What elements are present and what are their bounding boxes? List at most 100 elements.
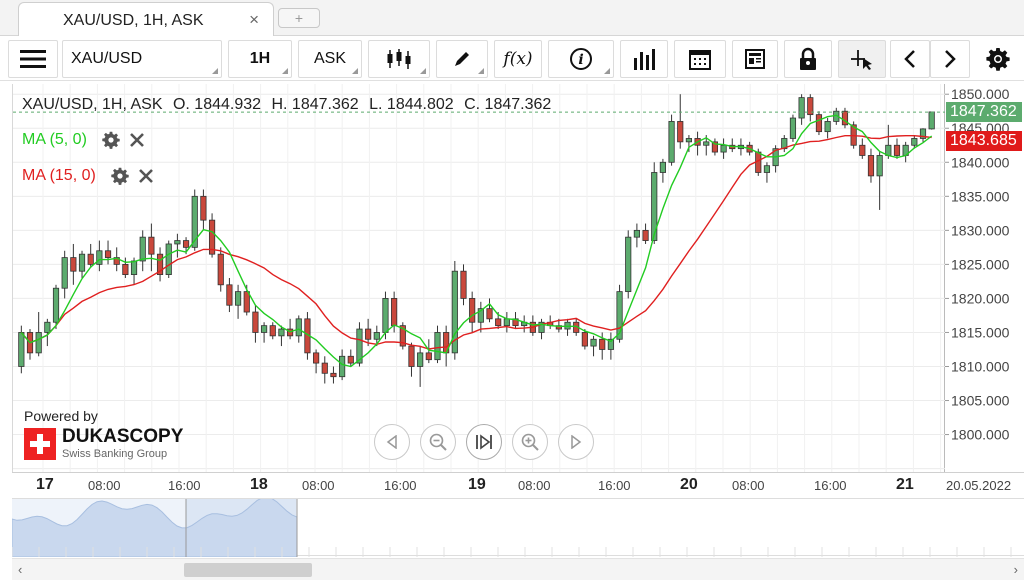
settings-button[interactable] (976, 40, 1020, 78)
candle-body (87, 253, 94, 265)
price-chart[interactable] (12, 84, 946, 472)
candle-body (408, 345, 415, 367)
time-axis[interactable]: 17 08:00 16:00 18 08:00 16:00 19 08:00 1… (12, 472, 1024, 498)
ma-price-tag: 1843.685 (946, 131, 1022, 152)
calendar-icon (689, 50, 711, 70)
news-icon (745, 49, 765, 69)
candlestick-plot[interactable] (13, 84, 946, 472)
indicator-ma5-settings[interactable] (101, 130, 121, 150)
close-icon (138, 169, 153, 183)
logo-subtitle: Swiss Banking Group (62, 448, 168, 460)
zoom-out-icon (429, 433, 447, 451)
zoom-in-button[interactable] (512, 424, 548, 460)
indicator-ma15-settings[interactable] (110, 166, 130, 186)
time-label-hour: 16:00 (598, 478, 631, 493)
crosshair-button[interactable] (838, 40, 886, 78)
period-selector[interactable]: 1H (228, 40, 292, 78)
price-tick-label: 1835.000 (951, 188, 1010, 204)
candle-body (174, 240, 181, 245)
info-title: XAU/USD, 1H, ASK (22, 96, 163, 113)
candle-body (599, 338, 606, 350)
candle-body (261, 325, 268, 333)
candle-body (417, 352, 424, 367)
time-label-hour: 08:00 (518, 478, 551, 493)
candle-body (590, 338, 597, 347)
candle-body (928, 111, 935, 130)
step-forward-button[interactable] (558, 424, 594, 460)
add-tab-button[interactable]: + (278, 8, 320, 28)
info-low: L. 1844.802 (369, 96, 454, 113)
bar-chart-icon (634, 49, 655, 70)
indicators-button[interactable]: f(x) (494, 40, 542, 78)
indicator-ma15-label: MA (15, 0) (22, 167, 96, 184)
candle-body (391, 298, 398, 327)
candle-body (659, 161, 666, 173)
scrollbar-thumb[interactable] (184, 563, 312, 577)
horizontal-scrollbar[interactable]: ‹ › (12, 558, 1024, 580)
candle-body (486, 308, 493, 320)
candle-body (495, 318, 502, 327)
time-label-hour: 08:00 (88, 478, 121, 493)
chevron-right-icon (945, 50, 956, 68)
time-label-hour: 16:00 (168, 478, 201, 493)
candle-body (625, 236, 632, 293)
indicator-ma15-remove[interactable] (136, 166, 156, 186)
chart-type-button[interactable] (368, 40, 430, 78)
news-button[interactable] (732, 40, 778, 78)
candle-body (243, 291, 250, 313)
candle-body (798, 97, 805, 119)
info-button[interactable]: i (548, 40, 614, 78)
drawing-tools-button[interactable] (436, 40, 488, 78)
step-back-button[interactable] (374, 424, 410, 460)
scroll-left-icon[interactable]: ‹ (18, 562, 23, 577)
scroll-left-button[interactable] (890, 40, 930, 78)
candle-body (893, 144, 901, 156)
candle-body (52, 287, 60, 323)
candle-body (607, 338, 614, 350)
reset-view-button[interactable] (466, 424, 502, 460)
candle-body (382, 298, 389, 333)
indicator-ma5-label: MA (5, 0) (22, 131, 87, 148)
candle-body (148, 236, 155, 255)
candle-body (685, 138, 692, 143)
close-icon[interactable]: × (249, 10, 259, 29)
indicator-ma5-remove[interactable] (127, 130, 147, 150)
navigator-plot (11, 496, 1012, 558)
ohlc-info: XAU/USD, 1H, ASK O. 1844.932 H. 1847.362… (22, 96, 557, 114)
instrument-selector[interactable]: XAU/USD (62, 40, 222, 78)
price-tick-label: 1850.000 (951, 86, 1010, 102)
candle-body (321, 362, 328, 374)
candle-body (373, 332, 380, 340)
candle-body (859, 144, 866, 156)
candle-body (104, 250, 112, 258)
time-label-day: 19 (468, 476, 486, 493)
chart-tab[interactable]: XAU/USD, 1H, ASK × (18, 2, 274, 36)
candle-body (313, 352, 320, 364)
candle-body (633, 229, 640, 238)
candle-body (711, 141, 719, 153)
candle-body (867, 155, 875, 177)
candle-body (651, 172, 658, 241)
gear-icon (102, 131, 120, 149)
price-tick-label: 1825.000 (951, 256, 1010, 272)
menu-button[interactable] (8, 40, 58, 78)
info-open: O. 1844.932 (172, 96, 262, 113)
candle-body (815, 114, 823, 133)
zoom-out-button[interactable] (420, 424, 456, 460)
lock-button[interactable] (784, 40, 832, 78)
volume-button[interactable] (620, 40, 668, 78)
candle-body (61, 257, 68, 289)
candle-body (339, 355, 346, 378)
navigator-overview[interactable] (11, 496, 1024, 558)
side-selector[interactable]: ASK (298, 40, 362, 78)
scroll-right-icon[interactable]: › (1013, 562, 1018, 577)
candle-body (113, 257, 120, 265)
candle-body (824, 121, 831, 133)
candle-body (165, 243, 172, 275)
candle-body (911, 138, 918, 146)
scroll-right-button[interactable] (930, 40, 970, 78)
candle-body (677, 121, 684, 143)
calendar-button[interactable] (674, 40, 726, 78)
price-tick-label: 1840.000 (951, 154, 1010, 170)
time-label-day: 17 (36, 476, 54, 493)
